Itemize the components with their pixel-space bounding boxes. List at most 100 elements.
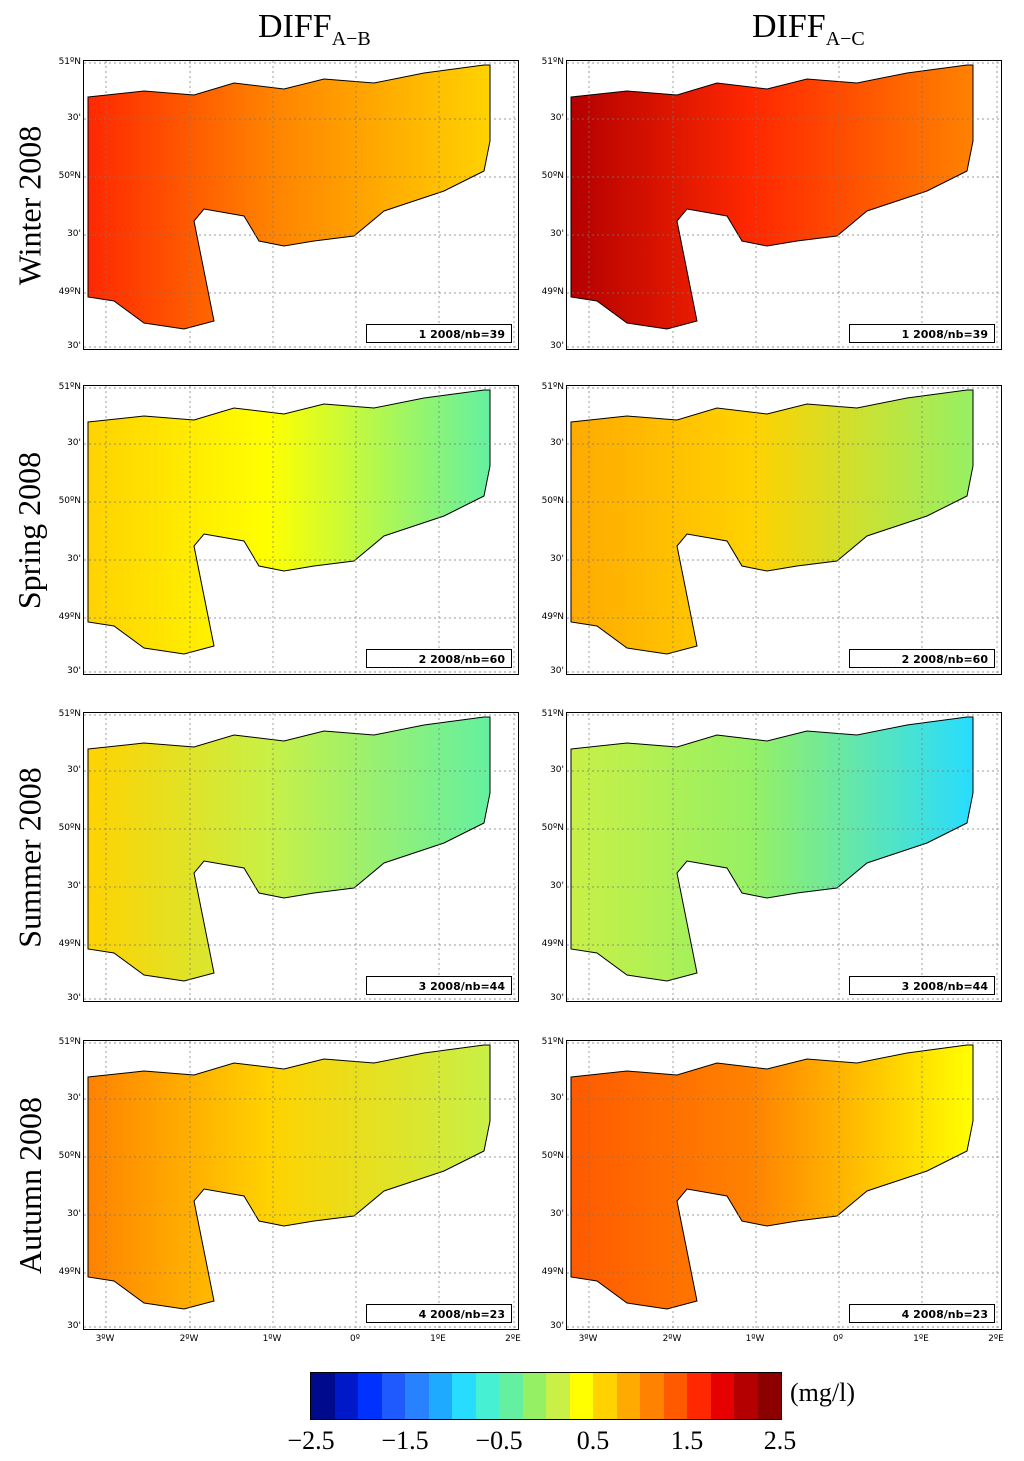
- x-tick-label: 2ºE: [505, 1334, 521, 1344]
- row-title-autumn: Autumn 2008: [11, 1096, 48, 1274]
- y-tick-label: 30': [67, 1209, 81, 1219]
- panel-info-label: 2 2008/nb=60: [366, 649, 512, 668]
- y-tick-label: 51ºN: [541, 57, 564, 67]
- y-tick-label: 30': [550, 341, 564, 351]
- map-svg: [567, 61, 1001, 349]
- column-title-sub: A−C: [825, 27, 865, 50]
- y-tick-label: 30': [67, 341, 81, 351]
- colorbar-tick: 2.5: [763, 1426, 797, 1455]
- y-tick-label: 30': [67, 229, 81, 239]
- colorbar-swatch: [710, 1373, 734, 1419]
- x-tick-label: 1ºW: [745, 1334, 765, 1344]
- y-tick-label: 30': [67, 1093, 81, 1103]
- colorbar-swatch: [311, 1373, 335, 1419]
- y-tick-label: 30': [67, 1321, 81, 1331]
- map-panel-spring-2008-a-b: 2 2008/nb=60: [83, 385, 519, 675]
- panel-info-label: 1 2008/nb=39: [366, 324, 512, 343]
- column-title-main: DIFF: [752, 8, 826, 45]
- colorbar: [310, 1372, 782, 1420]
- y-tick-label: 30': [550, 438, 564, 448]
- colorbar-tick: −0.5: [475, 1426, 523, 1455]
- colorbar-swatch: [640, 1373, 664, 1419]
- y-tick-label: 49ºN: [541, 1267, 564, 1277]
- map-svg: [84, 713, 518, 1001]
- map-svg: [567, 1041, 1001, 1329]
- colorbar-tick: 0.5: [576, 1426, 610, 1455]
- y-tick-label: 49ºN: [58, 287, 81, 297]
- colorbar-swatch: [593, 1373, 617, 1419]
- y-tick-label: 51ºN: [58, 1037, 81, 1047]
- y-tick-label: 50ºN: [541, 1151, 564, 1161]
- y-tick-label: 30': [67, 554, 81, 564]
- x-tick-label: 1ºE: [913, 1334, 929, 1344]
- y-tick-label: 50ºN: [58, 823, 81, 833]
- sea-field: [570, 1044, 974, 1310]
- colorbar-tick: −2.5: [287, 1426, 335, 1455]
- y-tick-label: 50ºN: [58, 171, 81, 181]
- y-tick-label: 50ºN: [58, 1151, 81, 1161]
- y-tick-label: 30': [67, 438, 81, 448]
- colorbar-swatch: [663, 1373, 687, 1419]
- y-tick-label: 30': [550, 881, 564, 891]
- colorbar-swatch: [475, 1373, 499, 1419]
- sea-field: [87, 716, 491, 982]
- map-svg: [567, 713, 1001, 1001]
- y-tick-label: 30': [550, 1093, 564, 1103]
- map-panel-summer-2008-a-c: 3 2008/nb=44: [566, 712, 1002, 1002]
- y-tick-label: 30': [550, 229, 564, 239]
- y-tick-label: 50ºN: [541, 823, 564, 833]
- colorbar-swatch: [499, 1373, 523, 1419]
- panel-info-label: 1 2008/nb=39: [849, 324, 995, 343]
- colorbar-swatch: [334, 1373, 358, 1419]
- colorbar-swatch: [734, 1373, 758, 1419]
- map-svg: [567, 386, 1001, 674]
- row-title-winter: Winter 2008: [11, 125, 48, 285]
- y-tick-label: 30': [550, 113, 564, 123]
- map-panel-autumn-2008-a-b: 4 2008/nb=23: [83, 1040, 519, 1330]
- column-title-a-b: DIFFA−B: [258, 8, 371, 51]
- colorbar-swatch: [757, 1373, 781, 1419]
- y-tick-label: 49ºN: [58, 1267, 81, 1277]
- map-svg: [84, 1041, 518, 1329]
- colorbar-swatch: [428, 1373, 452, 1419]
- y-tick-label: 30': [67, 993, 81, 1003]
- column-title-a-c: DIFFA−C: [752, 8, 865, 51]
- colorbar-swatch: [452, 1373, 476, 1419]
- y-tick-label: 49ºN: [541, 287, 564, 297]
- y-tick-label: 30': [550, 1321, 564, 1331]
- sea-field: [570, 716, 974, 982]
- map-svg: [84, 61, 518, 349]
- row-title-summer: Summer 2008: [11, 766, 48, 948]
- x-tick-label: 2ºW: [662, 1334, 682, 1344]
- colorbar-unit: (mg/l): [790, 1378, 855, 1407]
- x-tick-label: 1ºE: [430, 1334, 446, 1344]
- map-svg: [84, 386, 518, 674]
- panel-info-label: 3 2008/nb=44: [366, 976, 512, 995]
- y-tick-label: 51ºN: [58, 57, 81, 67]
- y-tick-label: 49ºN: [58, 939, 81, 949]
- x-tick-label: 3ºW: [95, 1334, 115, 1344]
- colorbar-swatch: [522, 1373, 546, 1419]
- x-tick-label: 2ºE: [988, 1334, 1004, 1344]
- sea-field: [570, 64, 974, 330]
- map-panel-spring-2008-a-c: 2 2008/nb=60: [566, 385, 1002, 675]
- x-tick-label: 3ºW: [578, 1334, 598, 1344]
- y-tick-label: 30': [67, 666, 81, 676]
- x-tick-label: 0º: [350, 1334, 360, 1344]
- sea-field: [87, 1044, 491, 1310]
- sea-field: [87, 389, 491, 655]
- y-tick-label: 30': [550, 666, 564, 676]
- y-tick-label: 50ºN: [541, 171, 564, 181]
- y-tick-label: 30': [550, 554, 564, 564]
- column-title-main: DIFF: [258, 8, 332, 45]
- y-tick-label: 51ºN: [58, 709, 81, 719]
- y-tick-label: 30': [550, 993, 564, 1003]
- y-tick-label: 51ºN: [58, 382, 81, 392]
- colorbar-tick: 1.5: [670, 1426, 704, 1455]
- colorbar-swatch: [358, 1373, 382, 1419]
- x-tick-label: 2ºW: [179, 1334, 199, 1344]
- colorbar-swatch: [616, 1373, 640, 1419]
- panel-info-label: 2 2008/nb=60: [849, 649, 995, 668]
- panel-info-label: 4 2008/nb=23: [366, 1304, 512, 1323]
- y-tick-label: 50ºN: [541, 496, 564, 506]
